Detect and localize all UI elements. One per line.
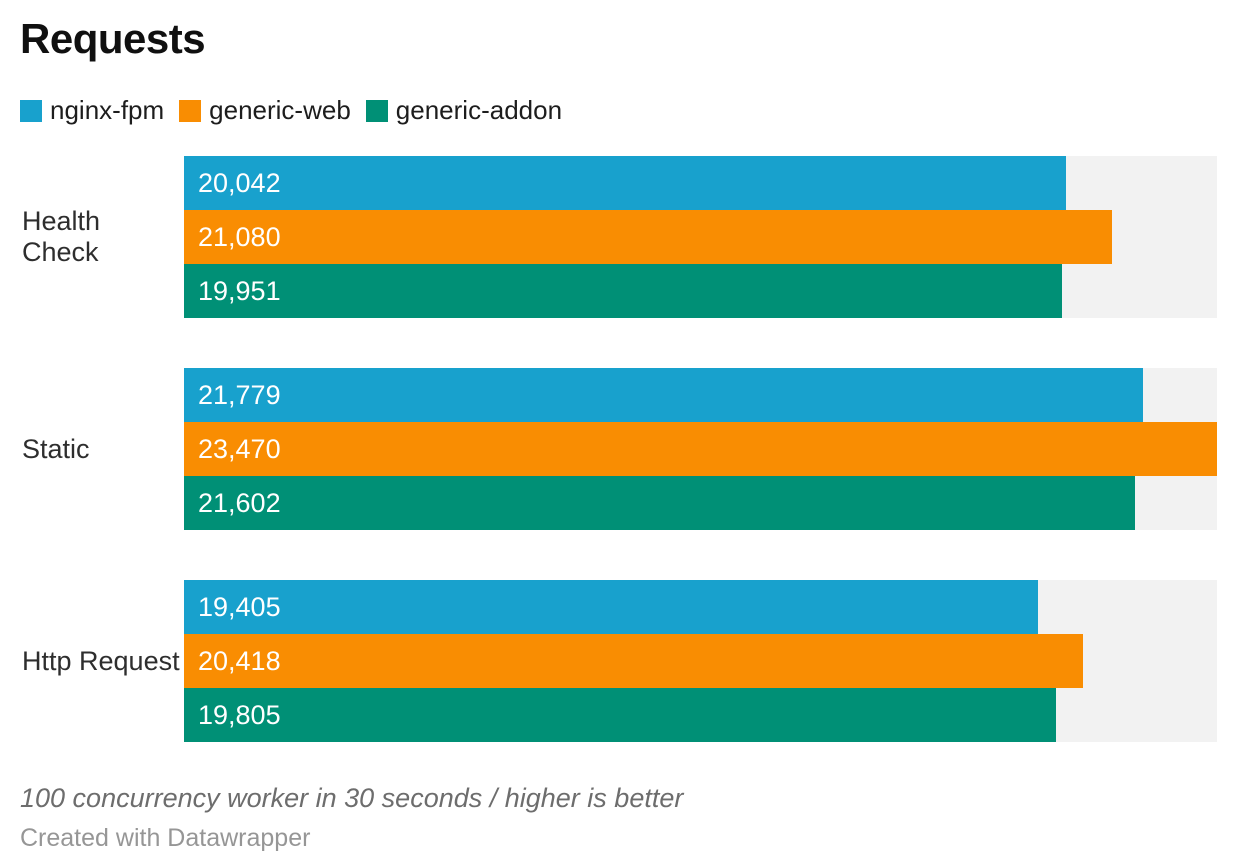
legend-swatch-icon xyxy=(20,99,42,122)
bar-nginx-fpm: 21,779 xyxy=(184,368,1143,423)
category-label: Health Check xyxy=(22,206,101,268)
bar-value-label: 20,042 xyxy=(198,167,281,198)
bar-generic-addon: 21,602 xyxy=(184,476,1135,531)
bar-track: 21,779 23,470 21,602 xyxy=(184,368,1217,531)
bar-generic-addon: 19,951 xyxy=(184,264,1063,319)
legend-label: generic-addon xyxy=(395,95,563,126)
category-label: Static xyxy=(22,433,90,464)
bar-generic-web: 23,470 xyxy=(184,422,1217,477)
bar-value-label: 21,779 xyxy=(198,379,281,410)
bar-value-label: 21,602 xyxy=(198,487,281,518)
plot-area: Health Check 20,042 21,080 19,951 Static 21,7… xyxy=(20,156,1217,743)
bar-value-label: 21,080 xyxy=(198,221,281,252)
bar-generic-web: 21,080 xyxy=(184,210,1112,265)
legend-label: generic-web xyxy=(209,95,351,126)
bar-track: 20,042 21,080 19,951 xyxy=(184,156,1217,319)
chart-title: Requests xyxy=(20,15,206,62)
legend-item-generic-web: generic-web xyxy=(179,95,351,126)
bar-value-label: 23,470 xyxy=(198,433,281,464)
chart-notes: 100 concurrency worker in 30 seconds / h… xyxy=(20,783,684,814)
bar-value-label: 19,405 xyxy=(198,591,281,622)
legend-item-generic-addon: generic-addon xyxy=(365,95,563,126)
bar-nginx-fpm: 20,042 xyxy=(184,156,1067,211)
bar-group: Health Check 20,042 21,080 19,951 xyxy=(20,156,1217,319)
bar-generic-web: 20,418 xyxy=(184,634,1083,689)
bar-nginx-fpm: 19,405 xyxy=(184,580,1039,635)
bar-value-label: 19,951 xyxy=(198,275,281,306)
bar-value-label: 20,418 xyxy=(198,645,281,676)
legend-swatch-icon xyxy=(365,99,388,122)
legend-label: nginx-fpm xyxy=(50,95,165,126)
bar-value-label: 19,805 xyxy=(198,699,281,730)
bar-group: Http Request 19,405 20,418 19,805 xyxy=(20,580,1217,743)
legend-swatch-icon xyxy=(179,99,202,122)
legend-item-nginx-fpm: nginx-fpm xyxy=(20,95,164,126)
bar-generic-addon: 19,805 xyxy=(184,688,1056,743)
bar-group: Static 21,779 23,470 21,602 xyxy=(20,368,1217,531)
legend: nginx-fpm generic-web generic-addon xyxy=(20,95,1217,126)
category-label: Http Request xyxy=(22,645,180,676)
attribution-text: Created with Datawrapper xyxy=(20,824,311,853)
bar-track: 19,405 20,418 19,805 xyxy=(184,580,1217,743)
